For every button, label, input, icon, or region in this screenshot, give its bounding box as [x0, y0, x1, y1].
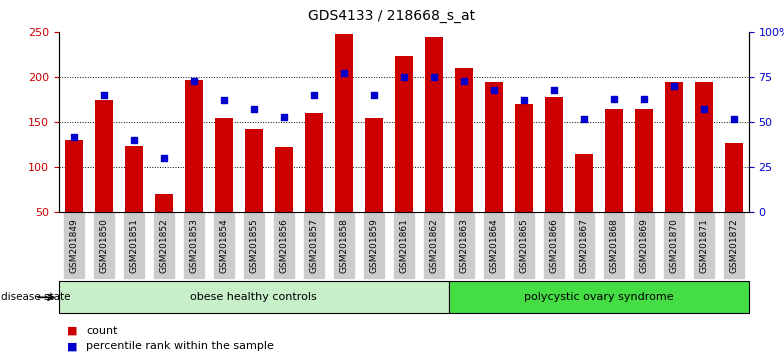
- Point: [547, 87, 560, 92]
- Point: [698, 107, 710, 112]
- Point: [187, 78, 200, 84]
- Point: [427, 74, 440, 80]
- Text: GDS4133 / 218668_s_at: GDS4133 / 218668_s_at: [308, 9, 476, 23]
- Point: [278, 114, 290, 120]
- Bar: [425, 37, 443, 212]
- Bar: [185, 80, 203, 212]
- Bar: [545, 97, 563, 212]
- Point: [217, 98, 230, 103]
- Point: [397, 74, 410, 80]
- Point: [368, 92, 380, 98]
- Bar: [448, 281, 749, 313]
- Bar: [59, 281, 448, 313]
- Bar: [365, 118, 383, 212]
- Bar: [65, 140, 83, 212]
- Point: [307, 92, 320, 98]
- Point: [158, 155, 170, 161]
- Bar: [604, 109, 622, 212]
- Point: [128, 137, 140, 143]
- Point: [637, 96, 650, 102]
- Point: [517, 98, 530, 103]
- Text: disease state: disease state: [1, 292, 71, 302]
- Point: [337, 70, 350, 76]
- Bar: [125, 145, 143, 212]
- Point: [458, 78, 470, 84]
- Text: count: count: [86, 326, 118, 336]
- Bar: [395, 56, 412, 212]
- Point: [578, 116, 590, 121]
- Point: [488, 87, 500, 92]
- Bar: [154, 194, 172, 212]
- Point: [97, 92, 110, 98]
- Bar: [695, 81, 713, 212]
- Text: percentile rank within the sample: percentile rank within the sample: [86, 341, 274, 351]
- Text: obese healthy controls: obese healthy controls: [191, 292, 318, 302]
- Bar: [455, 68, 473, 212]
- Bar: [335, 34, 353, 212]
- Bar: [665, 81, 683, 212]
- Bar: [95, 99, 113, 212]
- Bar: [245, 129, 263, 212]
- Point: [728, 116, 740, 121]
- Point: [248, 107, 260, 112]
- Text: ■: ■: [67, 341, 77, 351]
- Bar: [485, 81, 503, 212]
- Bar: [515, 104, 533, 212]
- Bar: [274, 147, 292, 212]
- Bar: [635, 109, 653, 212]
- Text: ■: ■: [67, 326, 77, 336]
- Bar: [215, 118, 233, 212]
- Text: polycystic ovary syndrome: polycystic ovary syndrome: [524, 292, 673, 302]
- Bar: [575, 154, 593, 212]
- Point: [67, 134, 80, 139]
- Bar: [305, 113, 323, 212]
- Point: [608, 96, 620, 102]
- Bar: [724, 143, 742, 212]
- Point: [667, 83, 680, 89]
